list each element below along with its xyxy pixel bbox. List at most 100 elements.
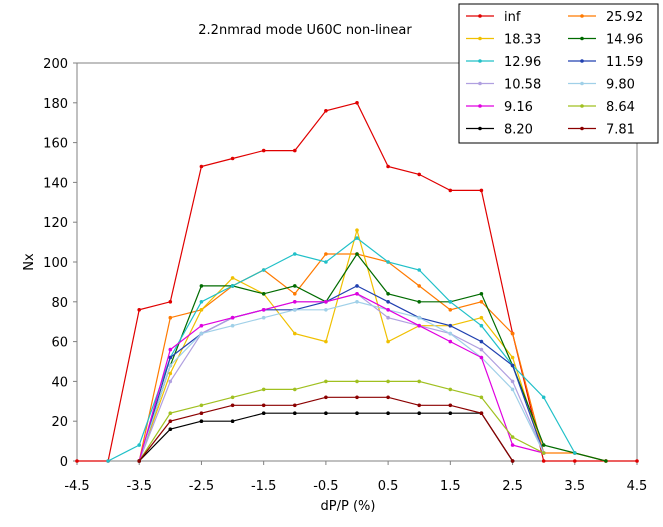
legend-label: 8.64	[606, 100, 635, 115]
data-point	[230, 403, 235, 408]
series-line	[138, 252, 607, 462]
data-point	[604, 459, 608, 463]
data-point	[386, 339, 390, 344]
data-point	[293, 331, 297, 336]
y-tick-label: 20	[51, 415, 68, 430]
data-point	[230, 323, 235, 328]
y-tick-label: 160	[43, 137, 68, 152]
data-point	[230, 156, 235, 161]
data-point	[448, 411, 453, 416]
y-tick-label: 0	[60, 455, 68, 470]
legend-marker	[478, 36, 482, 41]
series-line	[138, 253, 607, 462]
series-line	[138, 380, 544, 462]
data-point	[230, 395, 235, 400]
y-tick-label: 180	[43, 97, 68, 112]
data-point	[261, 387, 266, 392]
data-point	[479, 347, 484, 352]
x-tick-label: -4.5	[64, 479, 89, 494]
data-point	[355, 228, 359, 232]
data-point	[168, 419, 173, 424]
data-point	[541, 451, 546, 455]
data-point	[324, 260, 328, 264]
data-point	[199, 300, 204, 304]
data-point	[324, 109, 328, 113]
data-point	[541, 443, 546, 447]
legend-marker	[478, 104, 482, 108]
x-tick-label: 4.5	[627, 479, 648, 494]
data-point	[168, 379, 173, 384]
data-point	[417, 284, 422, 288]
x-tick-label: -3.5	[127, 479, 152, 494]
series-group	[75, 101, 639, 463]
data-point	[510, 355, 515, 360]
data-point	[541, 459, 546, 463]
data-point	[386, 411, 390, 416]
data-point	[168, 371, 173, 376]
data-point	[230, 315, 235, 320]
legend-item: 18.33	[466, 33, 541, 48]
data-point	[386, 315, 390, 320]
legend-item: 11.59	[568, 55, 643, 70]
legend-marker	[580, 104, 584, 108]
data-point	[293, 300, 297, 304]
data-point	[417, 315, 422, 320]
x-axis-title: dP/P (%)	[321, 499, 376, 514]
data-point	[479, 411, 484, 416]
data-point	[199, 284, 204, 288]
data-point	[386, 379, 390, 384]
data-point	[386, 164, 390, 169]
data-point	[137, 443, 141, 447]
y-axis-title: Nx	[22, 253, 37, 271]
data-point	[168, 347, 173, 352]
data-point	[261, 308, 266, 312]
y-axis: 0 20 40 60 80 100 120 140 160 180 200	[43, 57, 77, 470]
series-line	[138, 301, 545, 462]
legend-item: 14.96	[568, 33, 643, 48]
legend: inf 25.92 18.33 14.96 12.96 11.59 10.58 9.80 9.1…	[458, 3, 659, 144]
data-point	[168, 355, 173, 360]
data-point	[355, 395, 359, 400]
series-line	[138, 227, 545, 462]
data-point	[510, 459, 515, 463]
y-tick-label: 200	[43, 57, 68, 72]
series-9.16	[137, 292, 546, 463]
data-point	[479, 339, 484, 344]
chart-title: 2.2nmrad mode U60C non-linear	[198, 23, 412, 38]
data-point	[417, 411, 422, 416]
data-point	[324, 411, 328, 416]
legend-label: 14.96	[606, 33, 643, 48]
data-point	[293, 403, 297, 408]
data-point	[75, 459, 79, 463]
data-point	[448, 308, 453, 312]
legend-marker	[580, 59, 584, 63]
data-point	[324, 252, 328, 256]
legend-marker	[580, 36, 584, 41]
legend-box	[458, 3, 659, 144]
data-point	[573, 451, 577, 455]
legend-item: 9.16	[466, 100, 533, 115]
data-point	[448, 188, 453, 193]
legend-label: 9.16	[504, 100, 533, 115]
data-point	[386, 308, 390, 312]
data-point	[635, 459, 639, 463]
data-point	[386, 300, 390, 304]
data-point	[324, 339, 328, 344]
data-point	[106, 459, 110, 463]
legend-item: 8.20	[466, 123, 533, 138]
legend-marker	[580, 81, 584, 86]
data-point	[479, 323, 484, 328]
series-8.64	[137, 379, 546, 463]
legend-label: 9.80	[606, 78, 635, 93]
data-point	[168, 363, 173, 368]
data-point	[479, 300, 484, 304]
data-point	[479, 315, 484, 320]
data-point	[293, 148, 297, 153]
y-tick-label: 80	[51, 296, 68, 311]
data-point	[510, 363, 515, 368]
data-point	[417, 323, 422, 328]
data-point	[293, 252, 297, 256]
data-point	[417, 403, 422, 408]
data-point	[293, 292, 297, 296]
